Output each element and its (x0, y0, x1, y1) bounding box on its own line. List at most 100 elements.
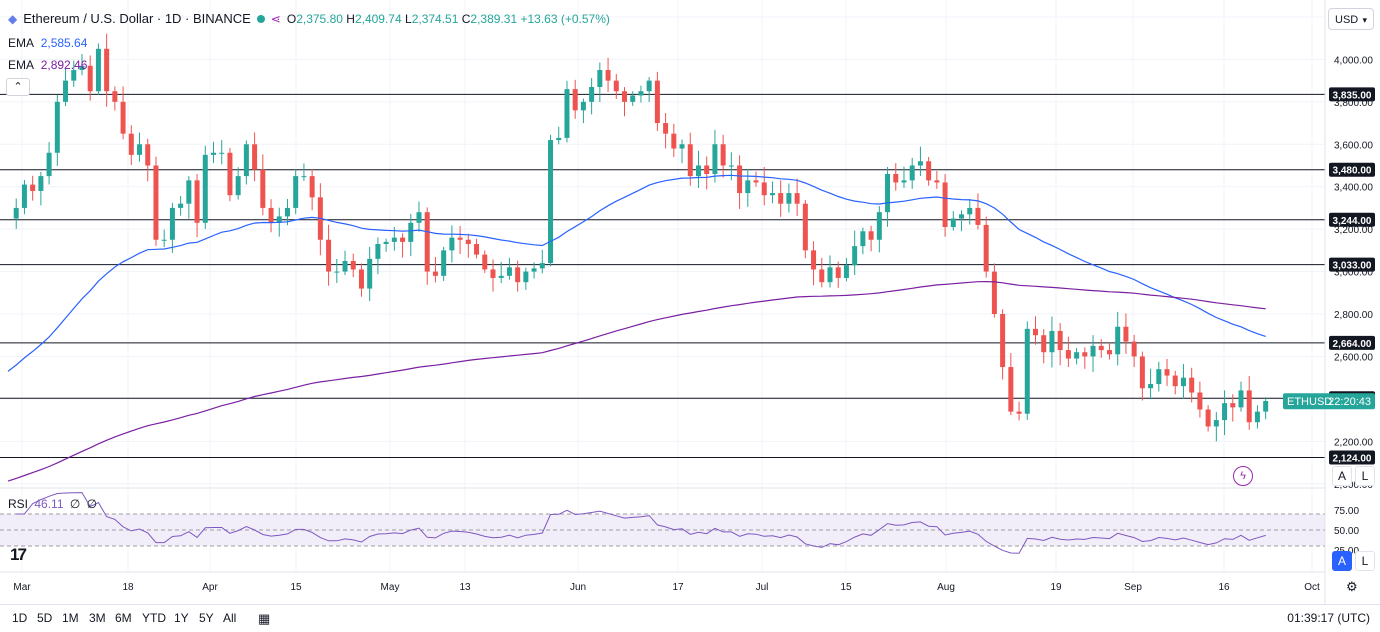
candle-body (21, 184, 27, 208)
rsi-auto-scale-button[interactable]: A (1332, 551, 1352, 571)
candle-body (679, 144, 685, 149)
ema-fast-legend[interactable]: EMA 2,585.64 (8, 36, 88, 50)
candle-body (1205, 409, 1211, 427)
lightning-icon[interactable]: ϟ (1233, 466, 1253, 486)
candle-body (490, 269, 496, 278)
candle-body (539, 263, 545, 269)
price-tick-label: 2,000.00 (1334, 480, 1373, 491)
utc-clock[interactable]: 01:39:17 (UTC) (1287, 611, 1370, 625)
rsi-tick-label: 75.00 (1334, 506, 1359, 517)
level-label: 2,664.00 (1333, 339, 1372, 350)
gear-icon[interactable]: ⚙ (1346, 579, 1358, 594)
candle-body (885, 173, 891, 213)
log-scale-button[interactable]: L (1355, 466, 1375, 486)
candle-body (375, 244, 381, 259)
candle-body (424, 212, 430, 272)
price-tick-label: 2,200.00 (1334, 437, 1373, 448)
candle-body (811, 250, 817, 270)
candle-body (983, 224, 989, 272)
share-icon[interactable]: ⋖ (270, 11, 281, 26)
candle-body (761, 182, 767, 196)
candle-body (556, 137, 562, 141)
candle-body (227, 152, 233, 196)
calendar-icon[interactable]: ▦ (258, 611, 271, 626)
ema-fast-line (7, 174, 1266, 372)
time-tick-label: 19 (1050, 582, 1062, 593)
candle-body (194, 180, 200, 223)
candle-body (465, 239, 471, 244)
candle-body (737, 165, 743, 194)
timeframe-3m[interactable]: 3M (89, 611, 106, 625)
price-tag-countdown: 22:20:43 (1328, 396, 1371, 408)
candle-body (13, 207, 19, 219)
candle-body (1131, 341, 1137, 357)
candle-body (367, 258, 373, 289)
candle-body (1222, 403, 1228, 421)
candle-body (1123, 326, 1129, 342)
candle-body (901, 180, 907, 183)
candle-body (457, 237, 463, 240)
candle-body (622, 91, 627, 102)
timeframe-5d[interactable]: 5D (37, 611, 53, 625)
rsi-line (16, 492, 1266, 554)
candle-body (967, 207, 973, 215)
time-axis[interactable]: Mar 18 Apr 15 May 13 Jun 17 Jul 15 Aug 19 Sep 16 Oct (13, 582, 1320, 593)
time-tick-label: Apr (202, 582, 218, 593)
ema-lines (7, 174, 1266, 482)
auto-scale-button[interactable]: A (1332, 466, 1352, 486)
currency-select[interactable]: USD ▾ (1328, 8, 1374, 30)
last-price-tag: ETHUSD 22:20:43 (1283, 393, 1375, 410)
timeframe-6m[interactable]: 6M (115, 611, 132, 625)
candle-body (819, 269, 825, 283)
candle-body (991, 271, 997, 315)
candle-body (687, 144, 693, 177)
time-tick-label: Jul (756, 582, 769, 593)
candles (13, 33, 1269, 442)
price-tick-label: 2,600.00 (1334, 352, 1373, 363)
rsi-log-scale-button[interactable]: L (1355, 551, 1375, 571)
timeframe-1m[interactable]: 1M (62, 611, 79, 625)
timeframe-all[interactable]: All (223, 611, 237, 625)
candle-body (597, 70, 603, 87)
ethereum-icon: ◆ (8, 11, 18, 26)
candle-body (712, 144, 718, 174)
symbol-title[interactable]: Ethereum / U.S. Dollar · 1D · BINANCE (23, 11, 251, 26)
candle-body (432, 271, 438, 276)
candle-body (63, 80, 69, 102)
timeframe-5y[interactable]: 5Y (199, 611, 214, 625)
candle-body (1074, 352, 1080, 359)
candle-body (720, 144, 726, 166)
candle-body (95, 48, 101, 92)
ema-slow-line (7, 280, 1266, 482)
candle-body (309, 176, 315, 198)
candle-body (695, 165, 701, 177)
candle-body (260, 169, 266, 208)
candle-body (1246, 390, 1252, 423)
level-tag (1329, 257, 1375, 272)
candle-body (30, 184, 36, 191)
candle-body (1180, 377, 1186, 387)
symbol-legend[interactable]: ◆ Ethereum / U.S. Dollar · 1D · BINANCE … (8, 11, 610, 26)
candle-body (219, 152, 225, 154)
level-label: 2,124.00 (1333, 453, 1372, 464)
candle-body (1139, 356, 1145, 389)
candle-body (523, 271, 529, 283)
candle-body (942, 182, 948, 228)
candle-body (531, 268, 537, 272)
level-tag (1329, 335, 1375, 350)
ema-slow-legend[interactable]: EMA 2,892.46 (8, 58, 88, 72)
candle-body (769, 193, 775, 196)
rsi-legend[interactable]: RSI 46.11 ∅ ∅ (8, 497, 98, 511)
timeframe-1d[interactable]: 1D (12, 611, 28, 625)
timeframe-1y[interactable]: 1Y (174, 611, 189, 625)
candle-body (1189, 377, 1195, 393)
candle-body (564, 89, 570, 138)
candle-body (1156, 369, 1162, 385)
candle-body (350, 260, 356, 270)
timeframe-ytd[interactable]: YTD (142, 611, 166, 625)
price-axis[interactable]: 4,200.004,000.003,800.003,600.003,400.00… (1329, 13, 1375, 491)
collapse-legend-button[interactable]: ⌃ (6, 78, 30, 96)
time-tick-label: Jun (570, 582, 586, 593)
candle-body (334, 271, 340, 273)
